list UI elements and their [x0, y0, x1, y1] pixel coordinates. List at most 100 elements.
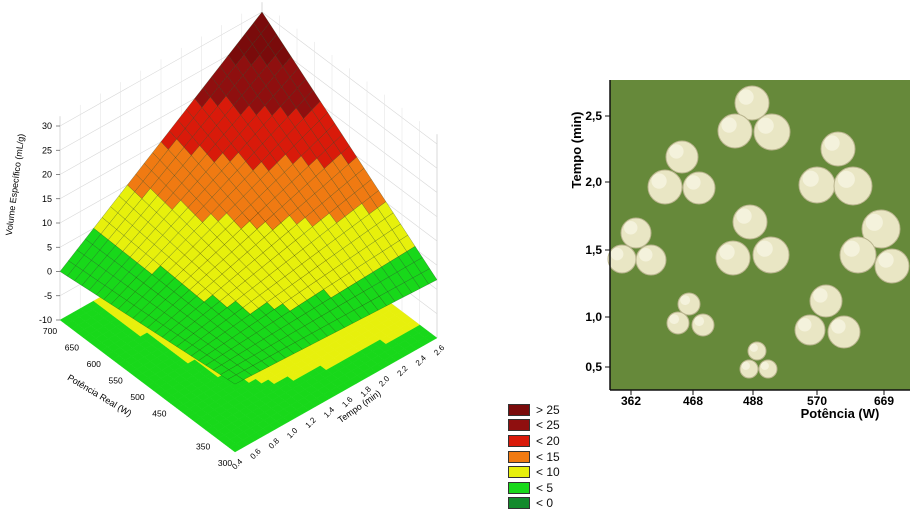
- popcorn-highlight: [721, 117, 737, 133]
- legend-swatch: [508, 481, 530, 494]
- z-tick-label: 20: [42, 170, 52, 180]
- legend-swatch: [508, 419, 530, 432]
- x-tick-label: 600: [87, 359, 101, 369]
- photo-y-axis-label: Tempo (min): [569, 111, 584, 188]
- y-tick-label: 1.4: [322, 405, 337, 420]
- photo-y-tick-label: 1,0: [585, 310, 602, 324]
- z-tick-label: 5: [47, 242, 52, 252]
- popcorn-highlight: [669, 144, 684, 159]
- popcorn-kernel: [691, 313, 715, 337]
- photo-x-tick-label: 362: [621, 394, 641, 408]
- popcorn-highlight: [736, 208, 752, 224]
- popcorn-highlight: [802, 170, 819, 187]
- popcorn-highlight: [865, 213, 883, 231]
- y-tick-label: 1.2: [304, 415, 319, 430]
- legend-swatch: [508, 497, 530, 510]
- y-tick-label: 0.4: [230, 457, 245, 472]
- photo-x-tick-label: 468: [683, 394, 703, 408]
- y-tick-label: 0.6: [248, 446, 263, 461]
- popcorn-kernel: [717, 113, 753, 149]
- popcorn-highlight: [610, 247, 624, 261]
- popcorn-kernel: [647, 169, 683, 205]
- legend-swatch: [508, 434, 530, 447]
- popcorn-highlight: [824, 135, 840, 151]
- legend-item: < 20: [508, 433, 588, 449]
- photo-x-ticks: 362 468 488 570 669: [621, 390, 894, 408]
- popcorn-highlight: [757, 117, 774, 134]
- popcorn-highlight: [639, 248, 653, 262]
- popcorn-highlight: [686, 175, 701, 190]
- x-tick-label: 300: [218, 458, 232, 468]
- z-axis-ticks: 30 25 20 15 10 5 0 -5 -10: [39, 121, 60, 325]
- popcorn-highlight: [741, 361, 750, 370]
- popcorn-highlight: [719, 244, 735, 260]
- popcorn-kernel: [715, 240, 751, 276]
- y-tick-label: 2.6: [432, 343, 447, 358]
- sample-photo-panel: 362 468 488 570 669 2,5 2,0 1,5 1,0 0,5 Potência…: [569, 80, 910, 421]
- y-tick-label: 2.4: [414, 353, 429, 368]
- x-tick-label: 500: [130, 392, 144, 402]
- legend-item: > 25: [508, 402, 588, 418]
- popcorn-kernel: [635, 244, 667, 276]
- popcorn-kernel: [666, 311, 690, 335]
- popcorn-kernel: [798, 166, 836, 204]
- popcorn-kernel: [833, 166, 873, 206]
- popcorn-kernel: [753, 113, 791, 151]
- x-tick-label: 650: [65, 343, 79, 353]
- y-tick-label: 2.0: [377, 374, 392, 389]
- legend-label: < 5: [536, 480, 554, 495]
- photo-x-tick-label: 669: [874, 394, 894, 408]
- popcorn-kernel: [739, 359, 759, 379]
- popcorn-highlight: [760, 361, 769, 370]
- legend-item: < 5: [508, 480, 588, 496]
- popcorn-highlight: [624, 221, 638, 235]
- photo-x-tick-label: 488: [743, 394, 763, 408]
- popcorn-highlight: [837, 170, 855, 188]
- popcorn-highlight: [798, 318, 812, 332]
- popcorn-kernel: [747, 341, 767, 361]
- popcorn-kernel: [839, 236, 877, 274]
- z-tick-label: -10: [39, 315, 52, 325]
- surface-cell: [227, 374, 244, 385]
- z-tick-label: 15: [42, 194, 52, 204]
- photo-y-tick-label: 0,5: [585, 360, 602, 374]
- photo-x-axis-label: Potência (W): [801, 406, 880, 421]
- popcorn-kernel: [827, 315, 861, 349]
- z-tick-label: 0: [47, 267, 52, 277]
- legend-swatch: [508, 403, 530, 416]
- z-tick-label: 30: [42, 121, 52, 131]
- legend-label: < 0: [536, 496, 554, 511]
- popcorn-kernel: [665, 140, 699, 174]
- photo-y-tick-label: 1,5: [585, 243, 602, 257]
- photo-x-tick-label: 570: [807, 394, 827, 408]
- popcorn-highlight: [651, 173, 667, 189]
- popcorn-highlight: [831, 319, 846, 334]
- legend-item: < 25: [508, 418, 588, 434]
- popcorn-highlight: [749, 343, 758, 352]
- legend-label: < 15: [536, 449, 560, 464]
- legend-label: < 25: [536, 418, 560, 433]
- popcorn-samples: [607, 85, 910, 379]
- legend-swatch: [508, 450, 530, 463]
- x-tick-label: 450: [152, 409, 166, 419]
- popcorn-kernel: [809, 284, 843, 318]
- y-tick-label: 0.8: [267, 436, 282, 451]
- y-tick-label: 2.2: [395, 363, 410, 378]
- x-tick-label: 700: [43, 326, 57, 336]
- popcorn-kernel: [682, 171, 716, 205]
- z-tick-label: 25: [42, 145, 52, 155]
- surface-plot: 30 25 20 15 10 5 0 -5 -10 700 650 600 550 500 450 350 3…: [4, 2, 447, 472]
- popcorn-highlight: [669, 314, 680, 325]
- popcorn-highlight: [813, 288, 828, 303]
- legend-item: < 0: [508, 496, 588, 511]
- popcorn-kernel: [794, 314, 826, 346]
- legend-label: < 10: [536, 465, 560, 480]
- z-tick-label: -5: [44, 291, 52, 301]
- popcorn-highlight: [843, 240, 860, 257]
- popcorn-highlight: [738, 89, 754, 105]
- z-tick-label: 10: [42, 218, 52, 228]
- popcorn-kernel: [677, 292, 701, 316]
- legend-item: < 15: [508, 449, 588, 465]
- popcorn-highlight: [878, 252, 894, 268]
- popcorn-kernel: [732, 204, 768, 240]
